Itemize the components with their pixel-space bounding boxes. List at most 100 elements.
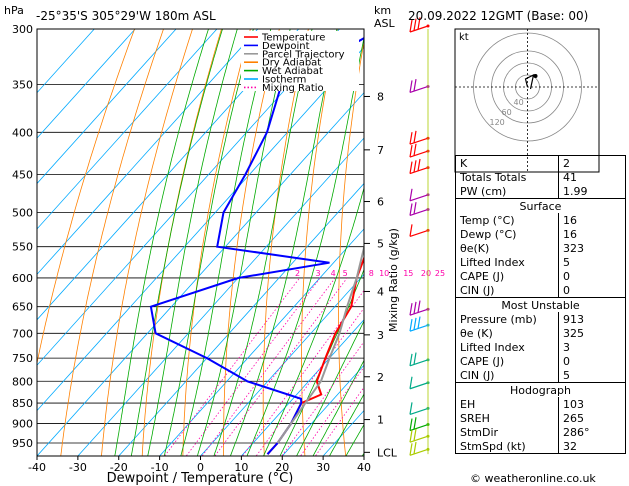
wet-adiabat <box>312 359 364 456</box>
wind-barb-flag <box>413 143 417 156</box>
wind-barb <box>409 208 429 217</box>
mixing-ratio-line <box>314 386 364 456</box>
wind-barb-flag <box>409 145 413 158</box>
legend-label: Parcel Trajectory <box>262 49 345 60</box>
index-label: CIN (J) <box>455 368 559 383</box>
mixing-ratio-label: 10 <box>379 269 389 278</box>
wind-barb <box>409 308 429 316</box>
x-tick-label: -20 <box>110 461 128 474</box>
wind-barb-dot <box>426 24 430 28</box>
index-label: CAPE (J) <box>455 269 559 283</box>
wind-barb <box>409 435 429 443</box>
index-label: Pressure (mb) <box>455 312 559 326</box>
wind-barb-flag <box>413 18 417 31</box>
wind-barb <box>409 25 429 33</box>
hodograph-ring-label: 40 <box>514 98 524 107</box>
index-label: Dewp (°C) <box>455 227 559 241</box>
indices-surface: Surface Temp (°C) 16 Dewp (°C) 16 θe(K) 323 Li… <box>455 198 626 298</box>
wind-barb-flag <box>409 319 413 332</box>
unstable-title: Most Unstable <box>455 297 626 312</box>
pressure-tick-label: 400 <box>12 126 33 139</box>
legend-label: Dry Adiabat <box>262 58 321 69</box>
wind-barb <box>409 167 429 175</box>
index-row: CAPE (J) 0 <box>455 354 626 368</box>
index-value: 265 <box>558 411 626 425</box>
index-label: Totals Totals <box>455 170 559 184</box>
wet-adiabat <box>263 186 364 456</box>
pressure-tick-label: 650 <box>12 301 33 314</box>
index-row: Dewp (°C) 16 <box>455 227 626 241</box>
wind-barb <box>409 359 429 367</box>
index-label: Lifted Index <box>455 340 559 354</box>
mixing-ratio-label: 15 <box>403 269 413 278</box>
km-tick-label: 6 <box>377 196 384 209</box>
wind-barb-flag <box>409 430 413 443</box>
index-value: 41 <box>558 170 626 184</box>
wet-adiabat <box>279 268 364 456</box>
footer-credit: © weatheronline.co.uk <box>470 472 596 485</box>
isotherm-line <box>118 182 364 456</box>
index-row: CIN (J) 0 <box>455 283 626 298</box>
index-row: SREH 265 <box>455 411 626 425</box>
index-label: PW (cm) <box>455 184 559 199</box>
index-value: 5 <box>558 255 626 269</box>
legend-label: Temperature <box>261 33 325 44</box>
index-row: StmDir 286° <box>455 425 626 439</box>
x-tick-label: 0 <box>197 461 204 474</box>
asl-unit: ASL <box>374 17 396 30</box>
wind-barb-flag <box>413 317 417 330</box>
x-tick-label: 40 <box>357 461 371 474</box>
isotherm-line <box>37 92 364 456</box>
dry-adiabat <box>141 29 222 456</box>
index-row: PW (cm) 1.99 <box>455 184 626 199</box>
index-row: StmSpd (kt) 32 <box>455 439 626 454</box>
mixing-ratio-label: 8 <box>369 269 374 278</box>
wind-barb-flag <box>413 301 417 314</box>
surface-title: Surface <box>455 198 626 213</box>
wind-barb <box>409 229 429 237</box>
wind-barb-flag <box>413 428 417 442</box>
wet-adiabat <box>196 29 291 456</box>
pressure-tick-label: 450 <box>12 169 33 182</box>
index-value: 3 <box>558 340 626 354</box>
x-tick-label: -30 <box>69 461 87 474</box>
km-tick-label: 8 <box>377 90 384 103</box>
index-value: 0 <box>558 354 626 368</box>
series-parcel-trajectory <box>276 244 364 444</box>
wind-barb-flag <box>413 130 417 143</box>
x-tick-label: -10 <box>151 461 169 474</box>
wind-barb-flag <box>409 224 413 237</box>
mixing-ratio-line <box>242 289 364 456</box>
pressure-tick-label: 900 <box>12 418 33 431</box>
pressure-tick-label: 350 <box>12 78 33 91</box>
wet-adiabat <box>147 29 238 456</box>
dry-adiabat <box>182 29 251 456</box>
hodograph-unit: kt <box>459 32 469 43</box>
wind-barb <box>409 137 429 145</box>
legend-label: Isotherm <box>262 75 306 86</box>
index-value: 5 <box>558 368 626 383</box>
wind-barb-flag <box>417 17 421 30</box>
hodograph-frame <box>454 28 600 173</box>
mixing-ratio-line <box>164 277 300 456</box>
wet-adiabat <box>296 320 364 456</box>
index-label: K <box>455 155 559 170</box>
index-value: 323 <box>558 241 626 255</box>
isotherm-line <box>159 228 364 456</box>
index-value: 913 <box>558 312 626 326</box>
km-tick-label: 4 <box>377 285 384 298</box>
index-label: CAPE (J) <box>455 354 559 368</box>
pressure-tick-label: 550 <box>12 241 33 254</box>
index-value: 2 <box>558 155 626 170</box>
index-value: 16 <box>558 227 626 241</box>
index-value: 286° <box>558 425 626 439</box>
wet-adiabat <box>180 29 272 456</box>
isotherm-line <box>200 273 364 456</box>
index-label: Temp (°C) <box>455 213 559 227</box>
km-tick-label: LCL <box>377 446 398 459</box>
km-tick-label: 1 <box>377 414 384 427</box>
wind-barb-flag <box>409 353 413 366</box>
index-row: CAPE (J) 0 <box>455 269 626 283</box>
index-value: 0 <box>558 283 626 298</box>
